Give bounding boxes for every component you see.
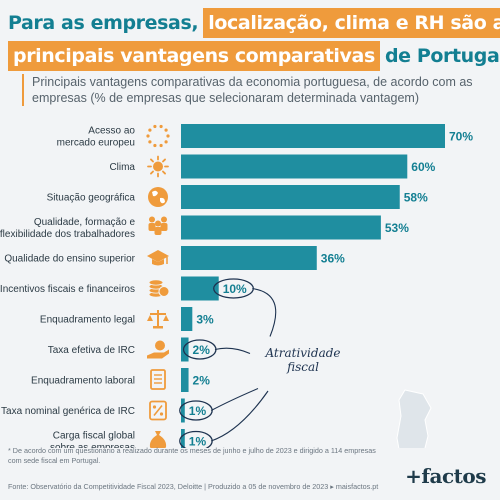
curved-arrows	[210, 287, 277, 442]
category-label: Taxa nominal genérica de IRC	[1, 406, 135, 417]
bar	[181, 337, 189, 362]
annotation-arrow	[252, 287, 277, 337]
chart-title: Para as empresas, localização, clima e R…	[8, 8, 500, 74]
value-label: 58%	[404, 191, 428, 205]
highlight-circle	[213, 278, 254, 299]
bar-chart: Acesso ao mercado europeu 70% Clima 60% Situa…	[0, 124, 473, 449]
category-label: Acesso ao mercado europeu	[57, 126, 136, 149]
value-label: 36%	[321, 252, 345, 266]
title-part-1: Para as empresas,	[8, 12, 199, 34]
scales-icon	[147, 310, 169, 329]
category-label: Clima	[109, 162, 135, 173]
highlight-circle	[179, 400, 213, 421]
category-label: Carga fiscal global sobre as empresas	[50, 431, 135, 449]
bar	[181, 429, 185, 448]
bar	[181, 398, 185, 423]
value-label: 60%	[411, 160, 435, 174]
value-label: 53%	[385, 221, 409, 235]
value-label: 2%	[193, 343, 211, 357]
bar	[181, 185, 400, 209]
value-label: 70%	[449, 130, 473, 144]
highlight-circle	[179, 430, 213, 448]
hand-money-icon	[147, 340, 169, 359]
category-label: Situação geográfica	[47, 193, 136, 204]
graduation-cap-icon	[147, 250, 169, 266]
bar	[181, 215, 381, 240]
category-label: Enquadramento laboral	[31, 376, 135, 387]
title-highlight-1: localização, clima e RH são as	[203, 8, 500, 38]
category-label: Qualidade, formação e flexibilidade dos t…	[0, 217, 135, 240]
europe-stars-icon	[146, 124, 170, 148]
title-part-2: de Portugal	[384, 45, 500, 67]
bar	[181, 154, 408, 179]
bar	[181, 246, 317, 270]
source-line: Fonte: Observatório da Competitividade F…	[8, 482, 379, 491]
annotation-arrow	[214, 347, 251, 355]
chart-subtitle: Principais vantagens comparativas da eco…	[22, 74, 494, 106]
value-label: 1%	[189, 404, 207, 418]
portugal-map-icon	[396, 389, 432, 448]
factos-logo: +factos	[405, 464, 486, 488]
bar	[181, 124, 445, 148]
workers-icon	[148, 216, 168, 235]
value-label: 3%	[196, 313, 214, 327]
percent-tag-icon	[149, 400, 167, 421]
category-label: Incentivos fiscais e financeiros	[0, 284, 135, 295]
money-bag-icon	[149, 431, 167, 448]
document-icon	[150, 369, 166, 390]
globe-icon	[148, 187, 168, 207]
category-label: Qualidade do ensino superior	[4, 254, 135, 265]
value-label: 10%	[223, 282, 247, 296]
coins-icon	[148, 279, 170, 298]
fiscal-attractiveness-annotation: Atratividade fiscal	[265, 346, 341, 374]
sun-icon	[147, 155, 169, 178]
category-label: Enquadramento legal	[40, 315, 135, 326]
value-label: 1%	[189, 435, 207, 449]
footnote: * De acordo com um questionário a realiz…	[8, 446, 376, 465]
highlight-circle	[182, 339, 217, 360]
annotation-arrow	[210, 387, 259, 411]
bar	[181, 276, 219, 301]
title-highlight-2: principais vantagens comparativas	[8, 41, 380, 71]
annotation-arrow	[210, 390, 269, 442]
value-label: 2%	[193, 374, 211, 388]
bar	[181, 368, 189, 392]
category-label: Taxa efetiva de IRC	[48, 345, 135, 356]
bar	[181, 307, 193, 331]
